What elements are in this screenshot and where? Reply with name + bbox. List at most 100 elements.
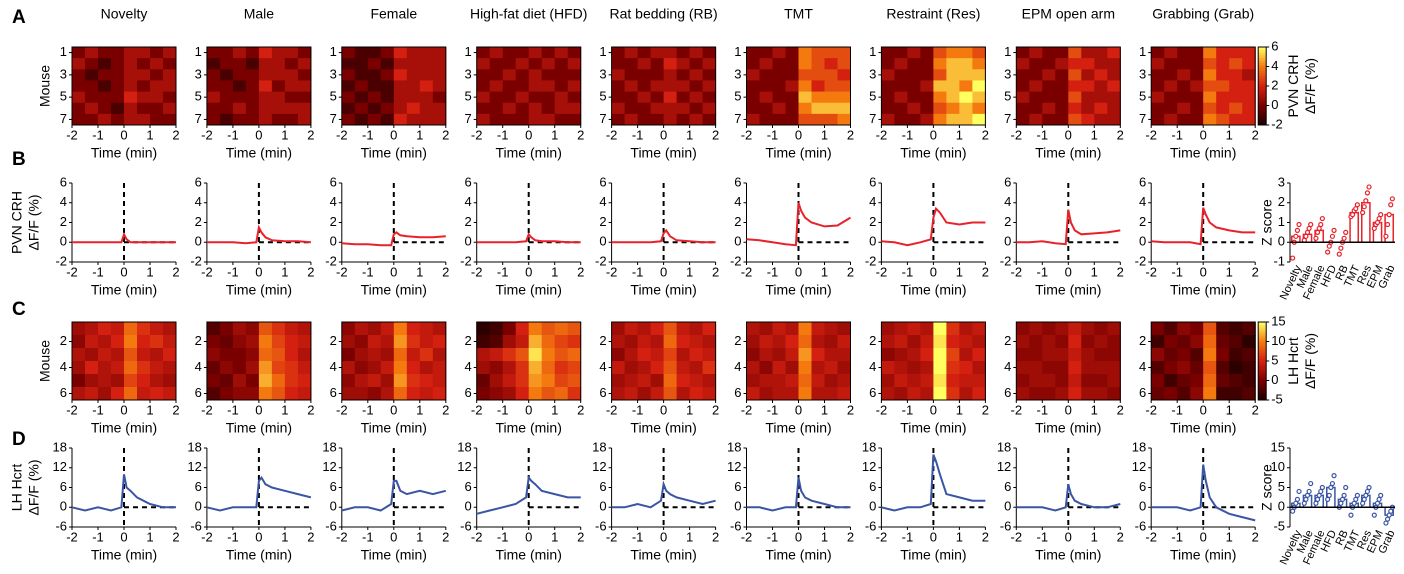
- heatmap-cell: [554, 322, 569, 336]
- colorbar-segment: [1258, 96, 1267, 100]
- heatmap-cell: [650, 47, 665, 59]
- trace: [72, 231, 176, 244]
- x-tick-label: 2: [172, 529, 179, 544]
- heatmap-cell: [1081, 387, 1095, 401]
- heatmap-cell: [489, 58, 504, 70]
- heatmap-cell: [232, 102, 247, 115]
- x-tick-label: -2: [876, 264, 888, 279]
- heatmap-cell: [702, 348, 717, 362]
- heatmap-cell: [245, 58, 260, 70]
- heatmap-cell: [476, 58, 491, 70]
- chart-title: Male: [244, 6, 275, 22]
- heatmap-cell: [137, 47, 151, 59]
- x-tick-label: 0: [660, 264, 667, 279]
- heatmap-cell: [1216, 322, 1230, 336]
- heatmap-cell: [785, 80, 799, 93]
- data-point: [1361, 204, 1367, 210]
- heatmap-cell: [271, 387, 286, 401]
- heatmap-cell: [798, 335, 812, 349]
- heatmap-cell: [232, 91, 247, 104]
- heatmap-cell: [1055, 102, 1069, 115]
- x-tick-label: -2: [66, 264, 78, 279]
- heatmap-cell: [676, 58, 691, 70]
- heatmap-cell: [907, 58, 921, 70]
- heatmap-cell: [824, 361, 838, 375]
- x-tick-label: 1: [1091, 529, 1098, 544]
- heatmap-cell: [689, 387, 704, 401]
- y-axis-label: ΔF/F (%): [26, 459, 42, 515]
- heatmap-cell: [1242, 47, 1256, 59]
- heatmap-cell: [541, 387, 556, 401]
- y-tick-label: 1: [599, 44, 606, 59]
- x-tick-label: 1: [956, 264, 963, 279]
- heatmap-cell: [367, 91, 382, 104]
- heatmap-cell: [637, 335, 652, 349]
- x-tick-label: 2: [577, 264, 584, 279]
- heatmap-cell: [824, 348, 838, 362]
- x-tick-label: -1: [1171, 529, 1183, 544]
- data-point: [1331, 227, 1337, 233]
- heatmap-cell: [567, 322, 582, 336]
- heatmap-cell: [219, 322, 234, 336]
- heatmap-cell: [419, 374, 434, 388]
- heatmap-cell: [232, 348, 247, 362]
- heatmap-cell: [676, 348, 691, 362]
- x-axis-label: Time (min): [496, 420, 562, 436]
- heatmap-cell: [124, 361, 138, 375]
- heatmap-cell: [1190, 91, 1204, 104]
- heatmap-cell: [1094, 47, 1108, 59]
- y-tick-label: 6: [330, 479, 337, 494]
- y-tick-label: 5: [60, 89, 67, 104]
- colorbar-segment: [1258, 104, 1267, 108]
- heatmap-cell: [432, 102, 447, 115]
- heatmap-cell: [502, 113, 517, 126]
- heatmap-cell: [354, 69, 369, 81]
- y-tick-label: 10: [1271, 459, 1285, 474]
- heatmap-cell: [907, 69, 921, 81]
- heatmap-cell: [1164, 113, 1178, 126]
- x-tick-label: 1: [821, 264, 828, 279]
- heatmap-cell: [1151, 387, 1165, 401]
- heatmap-cell: [920, 58, 934, 70]
- heatmap-cell: [137, 374, 151, 388]
- heatmap-cell: [111, 361, 125, 375]
- heatmap-cell: [611, 102, 626, 115]
- heatmap-cell: [907, 80, 921, 93]
- heatmap-cell: [837, 113, 851, 126]
- heatmap-cell: [1203, 47, 1217, 59]
- heatmap-cell: [907, 113, 921, 126]
- heatmap-cell: [1151, 80, 1165, 93]
- y-tick-label: 6: [1139, 385, 1146, 400]
- heatmap-cell: [1164, 387, 1178, 401]
- heatmap-cell: [367, 348, 382, 362]
- heatmap-cell: [759, 80, 773, 93]
- x-tick-label: 0: [795, 127, 802, 142]
- heatmap-cell: [354, 335, 369, 349]
- y-tick-label: 3: [1139, 66, 1146, 81]
- heatmap-cell: [611, 58, 626, 70]
- heatmap-cell: [85, 361, 99, 375]
- heatmap-cell: [798, 113, 812, 126]
- heatmap-cell: [258, 80, 273, 93]
- heatmap-cell: [163, 361, 177, 375]
- heatmap-cell: [206, 348, 221, 362]
- heatmap-cell: [933, 69, 947, 81]
- heatmap-cell: [1151, 361, 1165, 375]
- colorbar-segment: [1258, 62, 1267, 66]
- heatmap-cell: [1029, 387, 1043, 401]
- heatmap-cell: [759, 58, 773, 70]
- heatmap-cell: [380, 374, 395, 388]
- y-tick-label: 12: [457, 459, 471, 474]
- heatmap-cell: [206, 80, 221, 93]
- heatmap-cell: [1029, 322, 1043, 336]
- x-tick-label: 0: [930, 264, 937, 279]
- heatmap-cell: [1016, 361, 1030, 375]
- heatmap-cell: [1164, 374, 1178, 388]
- heatmap-cell: [1081, 335, 1095, 349]
- x-tick-label: 0: [1200, 402, 1207, 417]
- y-tick-label: 2: [869, 214, 876, 229]
- heatmap-cell: [702, 361, 717, 375]
- heatmap-cell: [702, 113, 717, 126]
- heatmap-cell: [367, 58, 382, 70]
- heatmap-cell: [824, 58, 838, 70]
